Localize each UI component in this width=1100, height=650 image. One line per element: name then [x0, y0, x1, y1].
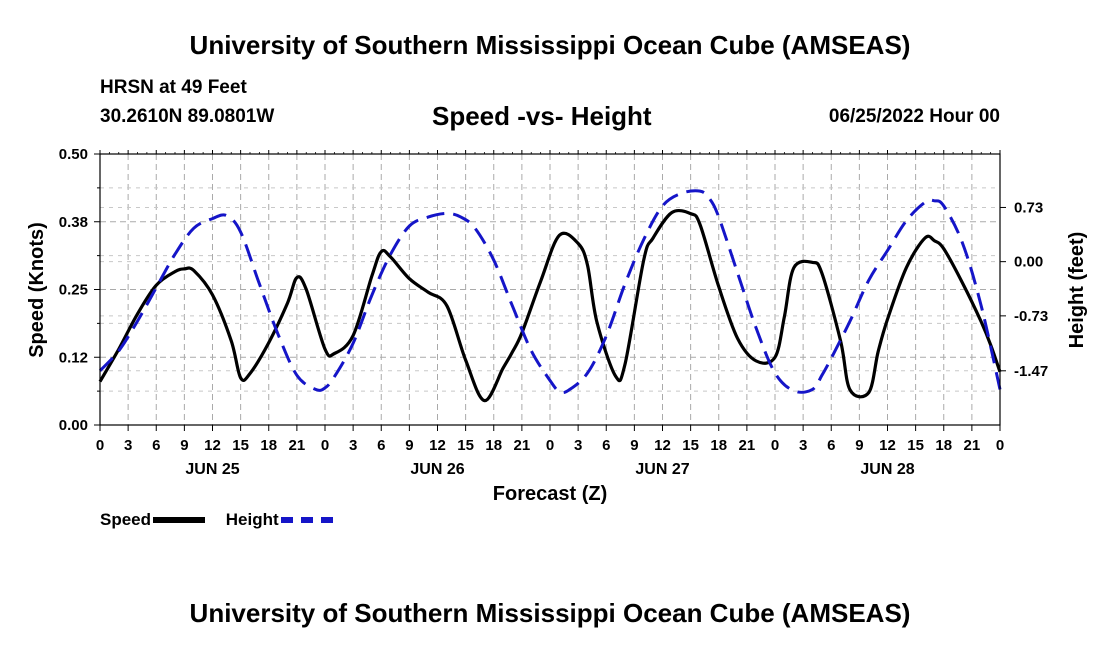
- grid: [100, 154, 1000, 425]
- x-tick-label: 9: [855, 437, 863, 454]
- chart-title: Speed -vs- Height: [432, 101, 652, 131]
- x-tick-label: 6: [602, 437, 610, 454]
- axes: 0 3 6 9 12 15 18 21 0 3 6 9 12 15 18 21 0 3 6 9 12 15 18 21 0 3 6 9…: [59, 146, 1048, 478]
- x-tick-label: 9: [630, 437, 638, 454]
- y-left-tick-label: 0.25: [59, 282, 88, 299]
- legend-height-label: Height: [225, 510, 279, 529]
- x-tick-label: 15: [457, 437, 474, 454]
- x-tick-label: 15: [232, 437, 249, 454]
- legend-speed-label: Speed: [100, 510, 152, 529]
- legend-speed: Speed: [100, 510, 206, 530]
- y-axis-label-right: Height (feet): [1066, 232, 1088, 349]
- y-left-tick-label: 0.38: [59, 214, 88, 231]
- legend-speed-swatch: [153, 517, 206, 523]
- day-label: JUN 28: [860, 461, 914, 478]
- x-tick-label: 0: [771, 437, 779, 454]
- day-label: JUN 27: [635, 461, 689, 478]
- x-tick-label: 21: [739, 437, 756, 454]
- x-tick-label: 15: [907, 437, 924, 454]
- x-tick-label: 0: [321, 437, 329, 454]
- plot-frame: [99, 153, 1001, 426]
- x-tick-label: 21: [964, 437, 981, 454]
- x-tick-label: 18: [260, 437, 277, 454]
- speed-series-line: [98, 208, 1002, 403]
- x-tick-label: 3: [124, 437, 132, 454]
- x-tick-label: 9: [180, 437, 188, 454]
- legend-height: Height: [226, 510, 333, 530]
- x-tick-label: 0: [96, 437, 104, 454]
- x-tick-label: 6: [152, 437, 160, 454]
- legend: Speed Height: [100, 510, 349, 530]
- y-right-tick-label: -1.47: [1014, 363, 1048, 380]
- x-tick-label: 3: [799, 437, 807, 454]
- height-series-line: [98, 189, 1002, 395]
- x-tick-label: 0: [546, 437, 554, 454]
- y-left-tick-label: 0.00: [59, 417, 88, 434]
- x-tick-label: 12: [654, 437, 671, 454]
- legend-height-swatch: [280, 517, 333, 523]
- footer-title: University of Southern Mississippi Ocean…: [189, 598, 911, 628]
- x-tick-label: 18: [935, 437, 952, 454]
- x-tick-label: 21: [514, 437, 531, 454]
- x-tick-label: 9: [405, 437, 413, 454]
- x-tick-label: 12: [879, 437, 896, 454]
- x-tick-label: 15: [682, 437, 699, 454]
- station-coords: 30.2610N 89.0801W: [100, 106, 275, 127]
- x-tick-label: 3: [574, 437, 582, 454]
- y-right-tick-label: 0.00: [1014, 254, 1043, 271]
- station-name: HRSN at 49 Feet: [100, 77, 247, 98]
- x-tick-label: 21: [289, 437, 306, 454]
- series-lines: [98, 189, 1002, 403]
- day-label: JUN 25: [185, 461, 239, 478]
- x-tick-label: 12: [429, 437, 446, 454]
- main-title: University of Southern Mississippi Ocean…: [189, 30, 911, 60]
- x-tick-label: 6: [827, 437, 835, 454]
- x-axis-label: Forecast (Z): [493, 483, 607, 505]
- day-label: JUN 26: [410, 461, 464, 478]
- x-tick-label: 18: [485, 437, 502, 454]
- y-left-tick-label: 0.12: [59, 349, 88, 366]
- x-tick-label: 3: [349, 437, 357, 454]
- y-right-tick-label: 0.73: [1014, 199, 1043, 216]
- x-tick-label: 18: [710, 437, 727, 454]
- y-left-tick-label: 0.50: [59, 146, 88, 163]
- x-tick-label: 0: [996, 437, 1004, 454]
- x-tick-label: 6: [377, 437, 385, 454]
- y-axis-label-left: Speed (Knots): [26, 222, 48, 358]
- run-time: 06/25/2022 Hour 00: [828, 106, 1000, 127]
- y-right-tick-label: -0.73: [1014, 308, 1048, 325]
- x-tick-label: 12: [204, 437, 221, 454]
